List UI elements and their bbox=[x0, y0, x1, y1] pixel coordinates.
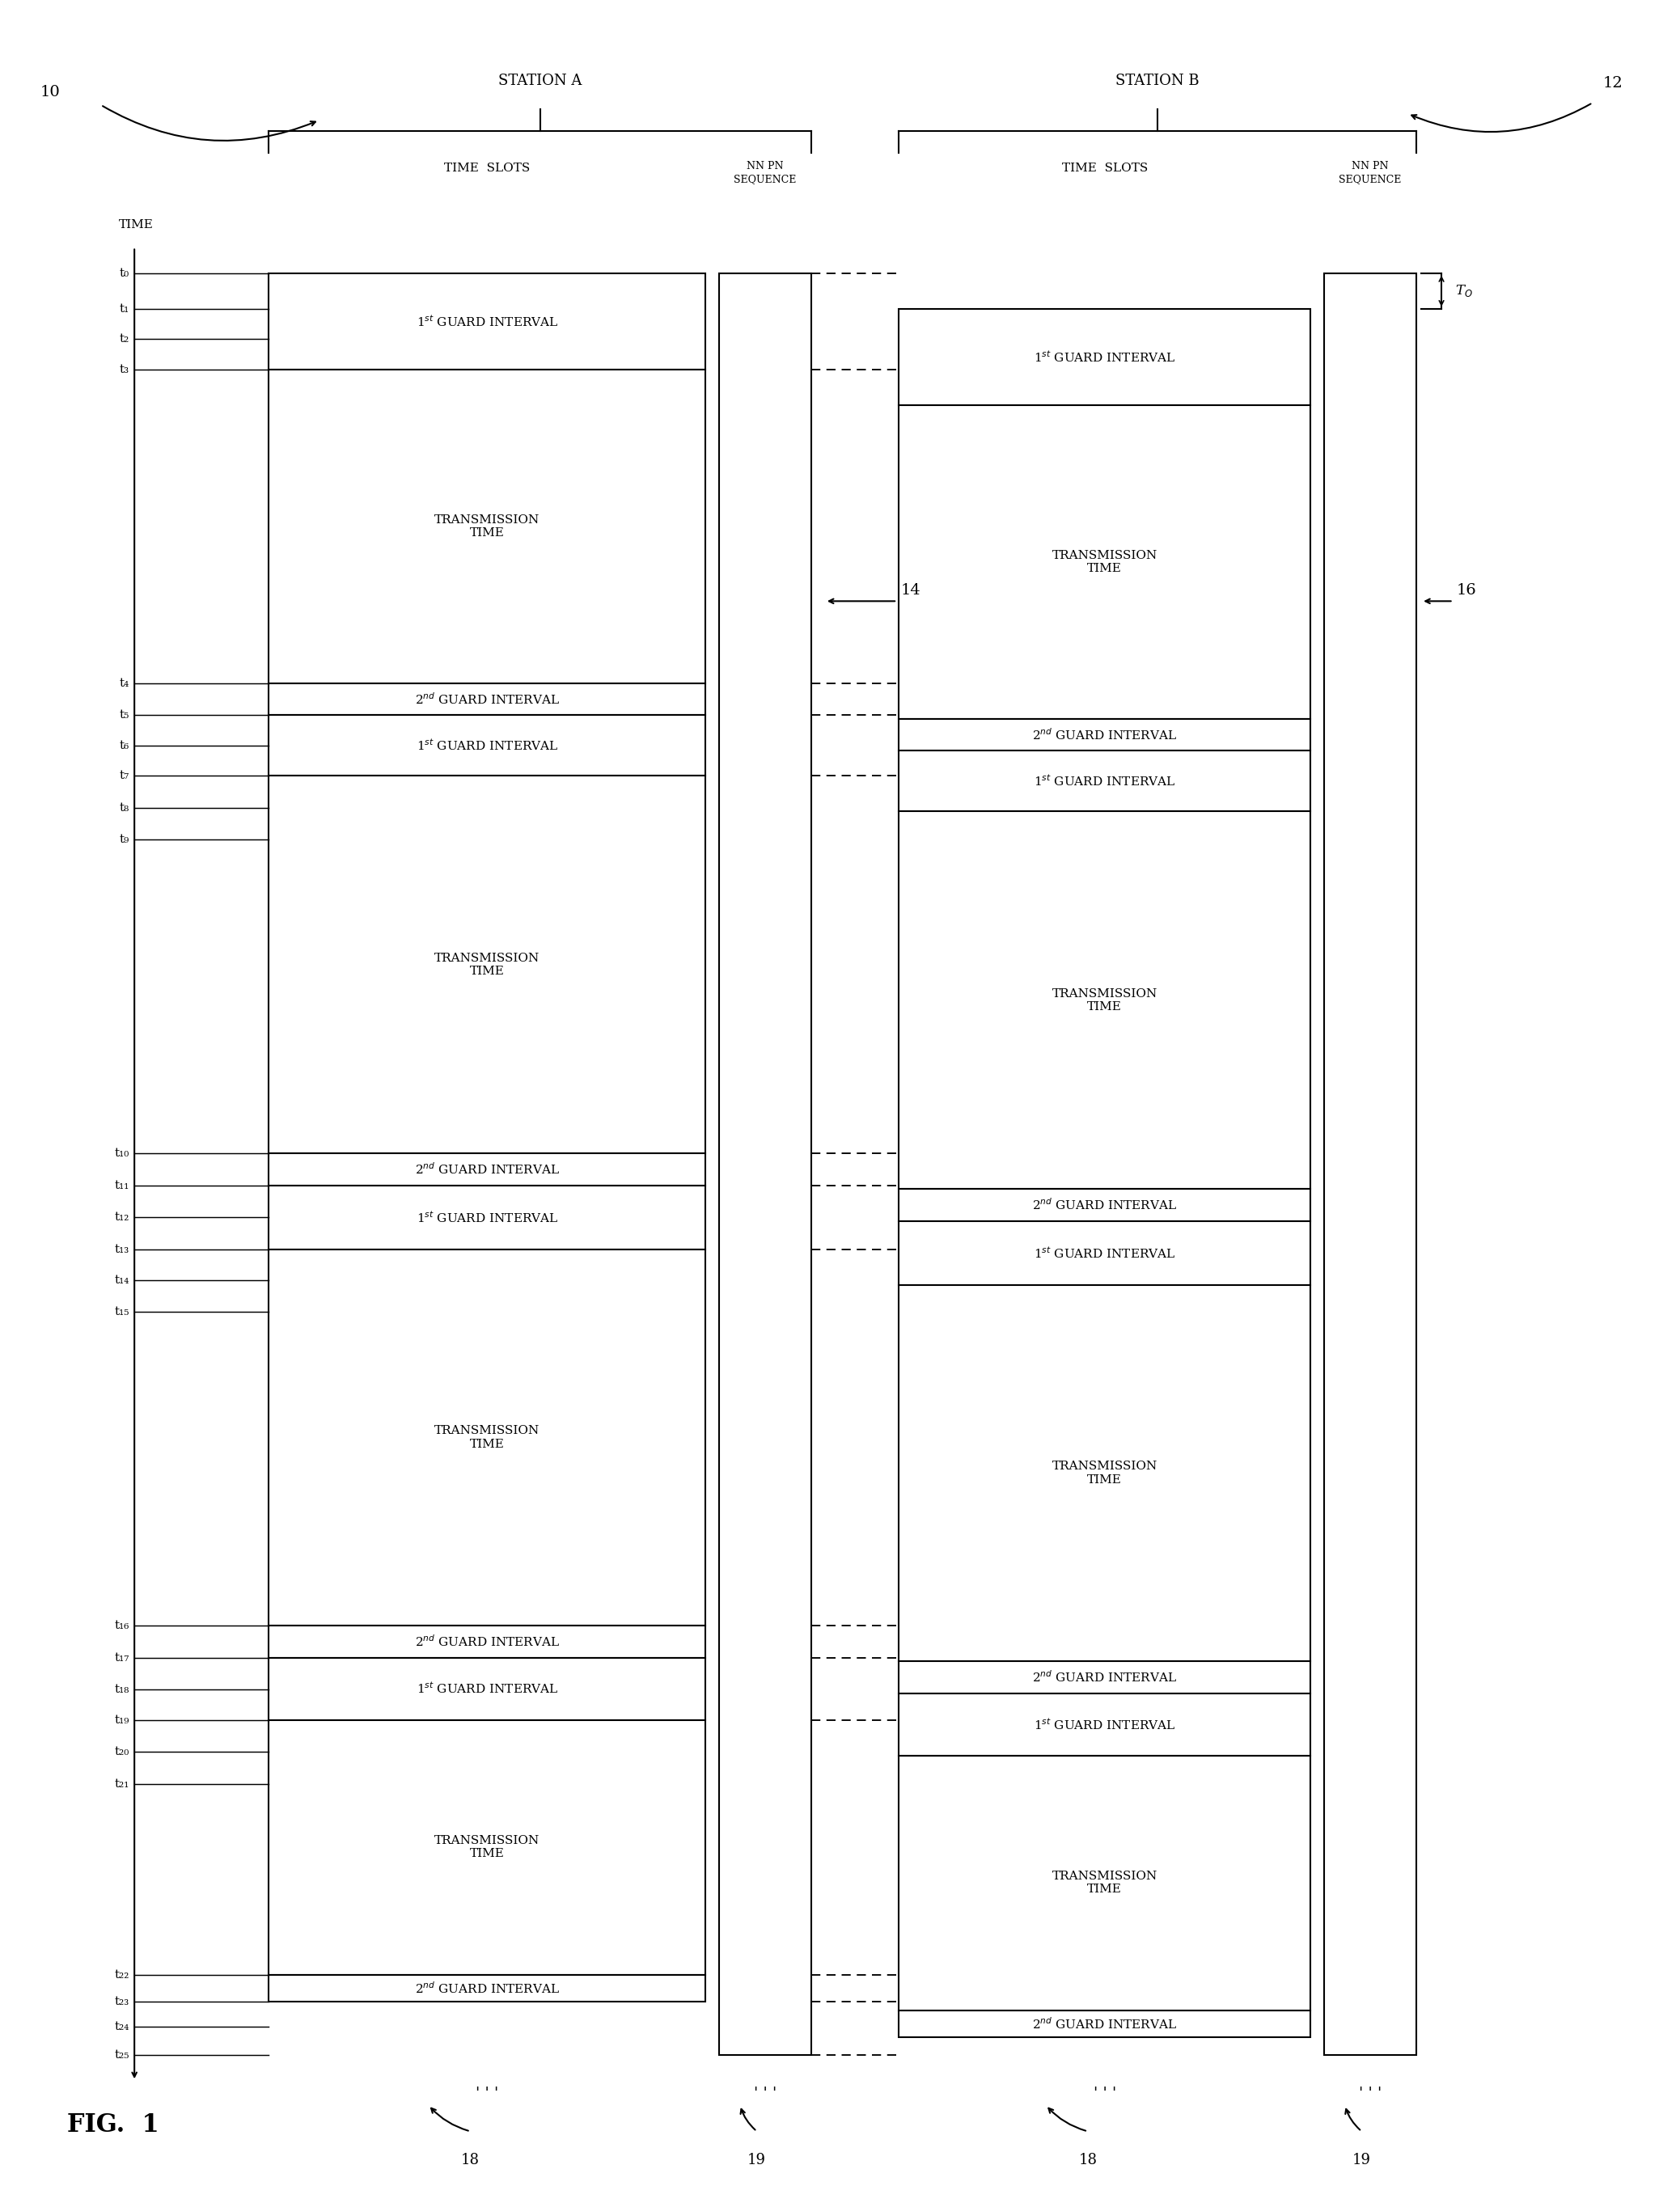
Text: NN PN
SEQUENCE: NN PN SEQUENCE bbox=[734, 162, 796, 184]
Bar bbox=[899, 1661, 1310, 1694]
Text: 1$^{st}$ GUARD INTERVAL: 1$^{st}$ GUARD INTERVAL bbox=[417, 315, 558, 328]
Text: t₂₂: t₂₂ bbox=[114, 1970, 129, 1981]
Text: t₈: t₈ bbox=[119, 802, 129, 813]
Bar bbox=[269, 1974, 706, 2002]
Text: 10: 10 bbox=[40, 85, 60, 98]
Text: TRANSMISSION
TIME: TRANSMISSION TIME bbox=[435, 953, 539, 977]
Text: t₂₅: t₂₅ bbox=[114, 2048, 129, 2061]
Text: FIG.  1: FIG. 1 bbox=[67, 2112, 160, 2138]
Text: TIME  SLOTS: TIME SLOTS bbox=[1062, 162, 1147, 175]
Text: STATION A: STATION A bbox=[499, 74, 581, 87]
Bar bbox=[269, 1185, 706, 1250]
Bar bbox=[899, 811, 1310, 1189]
Text: TRANSMISSION
TIME: TRANSMISSION TIME bbox=[1052, 988, 1158, 1012]
Text: t₂₃: t₂₃ bbox=[114, 1996, 129, 2007]
Text: 1$^{st}$ GUARD INTERVAL: 1$^{st}$ GUARD INTERVAL bbox=[1033, 774, 1176, 789]
Bar bbox=[899, 308, 1310, 404]
Text: t₁: t₁ bbox=[119, 304, 129, 315]
Text: 2$^{nd}$ GUARD INTERVAL: 2$^{nd}$ GUARD INTERVAL bbox=[415, 691, 559, 706]
Bar bbox=[899, 750, 1310, 811]
Text: t₅: t₅ bbox=[119, 710, 129, 721]
Text: TRANSMISSION
TIME: TRANSMISSION TIME bbox=[1052, 1460, 1158, 1484]
Text: TRANSMISSION
TIME: TRANSMISSION TIME bbox=[1052, 549, 1158, 575]
Text: 1$^{st}$ GUARD INTERVAL: 1$^{st}$ GUARD INTERVAL bbox=[1033, 1246, 1176, 1261]
Text: t₂₀: t₂₀ bbox=[114, 1747, 129, 1758]
Text: 19: 19 bbox=[748, 2153, 766, 2166]
Bar bbox=[899, 1189, 1310, 1222]
Text: 2$^{nd}$ GUARD INTERVAL: 2$^{nd}$ GUARD INTERVAL bbox=[1032, 1198, 1178, 1213]
Text: t₁₄: t₁₄ bbox=[114, 1274, 129, 1285]
Text: TRANSMISSION
TIME: TRANSMISSION TIME bbox=[435, 1834, 539, 1860]
Text: 1$^{st}$ GUARD INTERVAL: 1$^{st}$ GUARD INTERVAL bbox=[417, 739, 558, 752]
Text: ' ' ': ' ' ' bbox=[1094, 2088, 1116, 2101]
Bar bbox=[269, 1657, 706, 1720]
Text: STATION B: STATION B bbox=[1116, 74, 1200, 87]
Bar bbox=[899, 404, 1310, 719]
Bar bbox=[269, 715, 706, 776]
Text: 14: 14 bbox=[900, 584, 921, 597]
Text: t₁₆: t₁₆ bbox=[114, 1620, 129, 1631]
Bar bbox=[899, 1755, 1310, 2011]
Text: ' ' ': ' ' ' bbox=[754, 2088, 776, 2101]
Text: ' ' ': ' ' ' bbox=[1359, 2088, 1381, 2101]
Text: 2$^{nd}$ GUARD INTERVAL: 2$^{nd}$ GUARD INTERVAL bbox=[1032, 728, 1178, 743]
Bar bbox=[269, 682, 706, 715]
Bar bbox=[1324, 273, 1416, 2055]
Text: 2$^{nd}$ GUARD INTERVAL: 2$^{nd}$ GUARD INTERVAL bbox=[1032, 2015, 1178, 2031]
Bar bbox=[269, 1250, 706, 1626]
Bar bbox=[269, 1720, 706, 1974]
Text: t₂: t₂ bbox=[119, 334, 129, 345]
Text: 1$^{st}$ GUARD INTERVAL: 1$^{st}$ GUARD INTERVAL bbox=[417, 1209, 558, 1224]
Text: t₃: t₃ bbox=[119, 363, 129, 376]
Text: t₁₂: t₁₂ bbox=[114, 1211, 129, 1224]
Text: 1$^{st}$ GUARD INTERVAL: 1$^{st}$ GUARD INTERVAL bbox=[1033, 1716, 1176, 1731]
Text: TIME  SLOTS: TIME SLOTS bbox=[444, 162, 531, 175]
Bar bbox=[899, 1285, 1310, 1661]
Text: t₁₈: t₁₈ bbox=[114, 1683, 129, 1696]
Bar bbox=[899, 2011, 1310, 2037]
Text: 16: 16 bbox=[1457, 584, 1477, 597]
Text: 2$^{nd}$ GUARD INTERVAL: 2$^{nd}$ GUARD INTERVAL bbox=[415, 1161, 559, 1176]
Text: TRANSMISSION
TIME: TRANSMISSION TIME bbox=[435, 514, 539, 538]
Bar bbox=[899, 719, 1310, 750]
Bar bbox=[899, 1694, 1310, 1755]
Text: t₁₉: t₁₉ bbox=[114, 1714, 129, 1725]
Text: t₁₇: t₁₇ bbox=[114, 1653, 129, 1664]
Text: t₁₅: t₁₅ bbox=[114, 1307, 129, 1318]
Text: T$_O$: T$_O$ bbox=[1455, 284, 1473, 299]
Text: t₄: t₄ bbox=[119, 678, 129, 689]
Bar bbox=[269, 1154, 706, 1185]
Bar bbox=[269, 776, 706, 1154]
Text: t₀: t₀ bbox=[119, 267, 129, 280]
Text: 2$^{nd}$ GUARD INTERVAL: 2$^{nd}$ GUARD INTERVAL bbox=[415, 1981, 559, 1996]
Bar bbox=[899, 1222, 1310, 1285]
Text: t₁₃: t₁₃ bbox=[114, 1244, 129, 1255]
Text: 18: 18 bbox=[1079, 2153, 1097, 2166]
Text: t₂₄: t₂₄ bbox=[114, 2020, 129, 2033]
Text: t₉: t₉ bbox=[119, 835, 129, 846]
Text: t₇: t₇ bbox=[119, 769, 129, 780]
Text: t₁₁: t₁₁ bbox=[114, 1180, 129, 1191]
Bar bbox=[269, 369, 706, 682]
Bar bbox=[719, 273, 811, 2055]
Text: ' ' ': ' ' ' bbox=[475, 2088, 499, 2101]
Text: TRANSMISSION
TIME: TRANSMISSION TIME bbox=[435, 1425, 539, 1449]
Text: 1$^{st}$ GUARD INTERVAL: 1$^{st}$ GUARD INTERVAL bbox=[1033, 350, 1176, 365]
Bar bbox=[269, 1626, 706, 1657]
Text: 19: 19 bbox=[1352, 2153, 1371, 2166]
Text: 2$^{nd}$ GUARD INTERVAL: 2$^{nd}$ GUARD INTERVAL bbox=[1032, 1670, 1178, 1685]
Text: NN PN
SEQUENCE: NN PN SEQUENCE bbox=[1339, 162, 1401, 184]
Bar bbox=[269, 273, 706, 369]
Text: t₁₀: t₁₀ bbox=[114, 1148, 129, 1159]
Text: t₂₁: t₂₁ bbox=[114, 1779, 129, 1790]
Text: TIME: TIME bbox=[119, 219, 153, 232]
Text: 12: 12 bbox=[1603, 77, 1623, 90]
Text: 2$^{nd}$ GUARD INTERVAL: 2$^{nd}$ GUARD INTERVAL bbox=[415, 1633, 559, 1648]
Text: TRANSMISSION
TIME: TRANSMISSION TIME bbox=[1052, 1871, 1158, 1895]
Text: 1$^{st}$ GUARD INTERVAL: 1$^{st}$ GUARD INTERVAL bbox=[417, 1681, 558, 1696]
Text: 18: 18 bbox=[460, 2153, 480, 2166]
Text: t₆: t₆ bbox=[119, 739, 129, 752]
